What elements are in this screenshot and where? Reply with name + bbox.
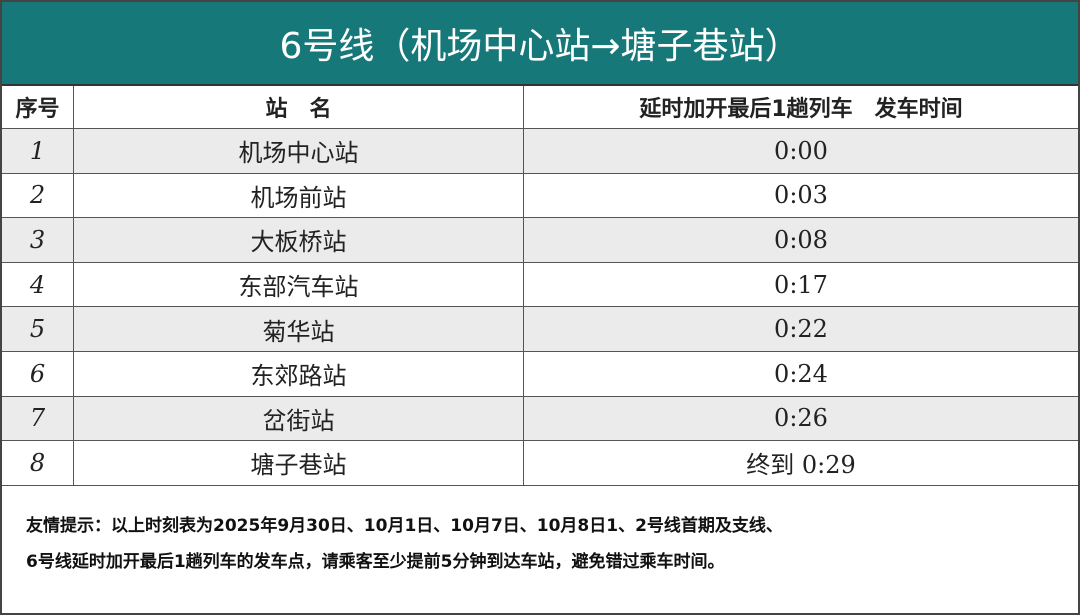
table-row: 7 岔街站 0:26 — [2, 396, 1078, 442]
table-row: 6 东郊路站 0:24 — [2, 352, 1078, 397]
row-number: 6 — [2, 352, 74, 396]
departure-time: 终到 0:29 — [746, 451, 856, 480]
row-number: 3 — [2, 218, 74, 262]
table-row: 4 东部汽车站 0:17 — [2, 262, 1078, 308]
departure-time: 0:00 — [774, 136, 828, 165]
station-name: 菊华站 — [74, 307, 524, 351]
table-row: 1 机场中心站 0:00 — [2, 129, 1078, 174]
departure-time: 0:22 — [774, 315, 828, 344]
row-number: 2 — [2, 173, 74, 218]
departure-time: 0:08 — [774, 225, 828, 254]
column-header: 延时加开最后1趟列车 发车时间 — [639, 97, 963, 122]
note-line: 友情提示：以上时刻表为2025年9月30日、10月1日、10月7日、10月8日1… — [26, 516, 783, 536]
table-row: 3 大板桥站 0:08 — [2, 218, 1078, 263]
row-number: 7 — [2, 396, 74, 441]
table-row: 5 菊华站 0:22 — [2, 307, 1078, 352]
row-number: 1 — [2, 129, 74, 173]
station-name: 机场中心站 — [74, 129, 524, 173]
note: 友情提示：以上时刻表为2025年9月30日、10月1日、10月7日、10月8日1… — [26, 508, 1066, 580]
departure-time: 0:24 — [774, 359, 828, 388]
departure-time: 0:26 — [774, 404, 828, 433]
row-number: 4 — [2, 262, 74, 307]
station-name: 东部汽车站 — [74, 262, 524, 307]
row-number: 8 — [2, 441, 74, 485]
station-name: 机场前站 — [74, 173, 524, 218]
departure-time: 0:17 — [774, 270, 828, 299]
departure-time: 0:03 — [774, 181, 828, 210]
note-line: 6号线延时加开最后1趟列车的发车点，请乘客至少提前5分钟到达车站，避免错过乘车时… — [26, 552, 725, 572]
table-row: 8 塘子巷站 终到 0:29 — [2, 441, 1078, 486]
station-name: 岔街站 — [74, 396, 524, 441]
title: 6号线（机场中心站→塘子巷站） — [279, 26, 801, 67]
station-name: 东郊路站 — [74, 352, 524, 396]
column-header: 站 名 — [74, 86, 524, 128]
title-bar: 6号线（机场中心站→塘子巷站） — [2, 2, 1078, 86]
station-name: 塘子巷站 — [74, 441, 524, 485]
station-name: 大板桥站 — [74, 218, 524, 262]
table-row: 2 机场前站 0:03 — [2, 173, 1078, 219]
row-number: 5 — [2, 307, 74, 351]
column-header: 序号 — [2, 86, 74, 128]
header-row: 序号 站 名 延时加开最后1趟列车 发车时间 — [2, 86, 1078, 129]
